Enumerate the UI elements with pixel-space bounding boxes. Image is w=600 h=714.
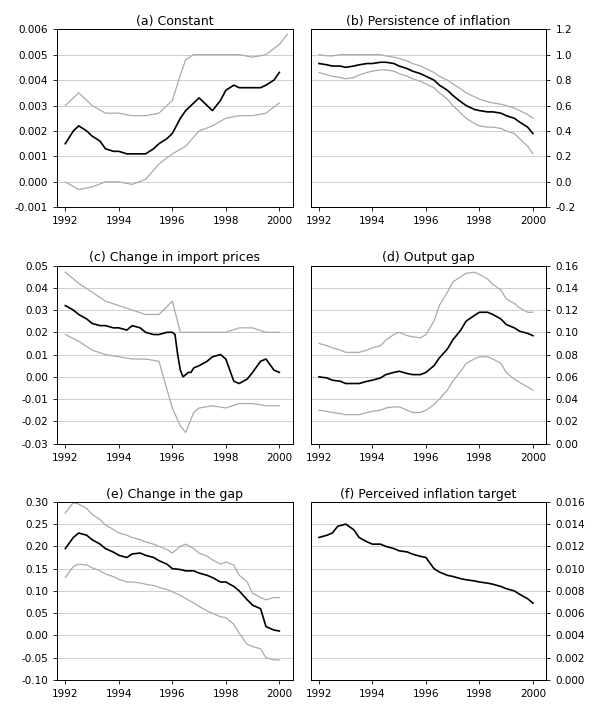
Title: (c) Change in import prices: (c) Change in import prices bbox=[89, 251, 260, 264]
Title: (a) Constant: (a) Constant bbox=[136, 15, 214, 28]
Title: (b) Persistence of inflation: (b) Persistence of inflation bbox=[346, 15, 511, 28]
Title: (d) Output gap: (d) Output gap bbox=[382, 251, 475, 264]
Title: (e) Change in the gap: (e) Change in the gap bbox=[106, 488, 244, 501]
Title: (f) Perceived inflation target: (f) Perceived inflation target bbox=[340, 488, 517, 501]
